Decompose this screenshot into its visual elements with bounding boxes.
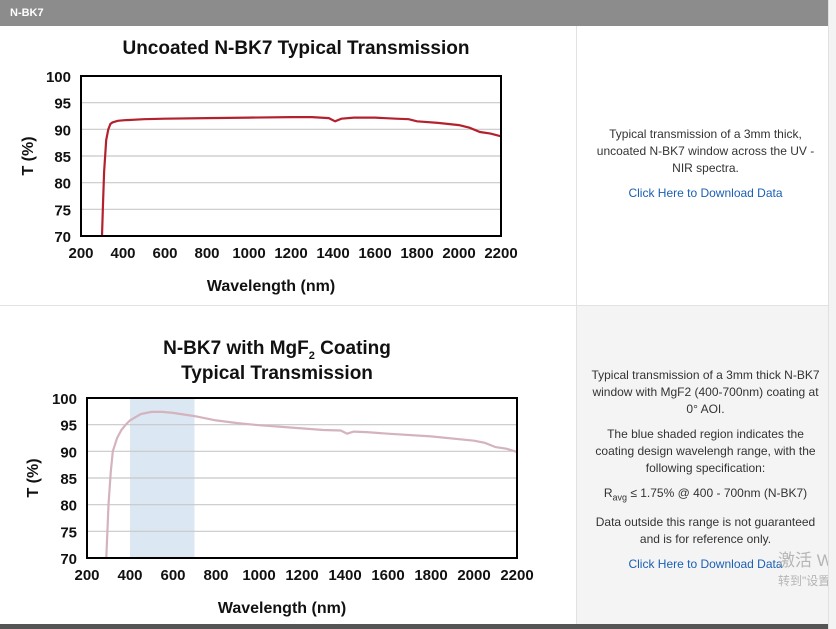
x-tick-label: 1400 xyxy=(316,245,349,262)
description-cell: Typical transmission of a 3mm thick N-BK… xyxy=(576,306,828,625)
x-tick-label: 800 xyxy=(194,245,219,262)
x-tick-label: 600 xyxy=(152,245,177,262)
y-tick-label: 80 xyxy=(60,498,77,515)
y-tick-label: 95 xyxy=(60,418,77,435)
y-tick-label: 80 xyxy=(54,176,71,193)
product-row-mgf2: N-BK7 with MgF2 Coating Typical Transmiss… xyxy=(0,306,828,626)
y-tick-label: 70 xyxy=(60,551,77,568)
y-tick-label: 95 xyxy=(54,96,71,113)
y-tick-label: 100 xyxy=(52,391,77,408)
x-tick-label: 2200 xyxy=(500,567,533,584)
y-tick-label: 85 xyxy=(60,471,77,488)
y-tick-label: 85 xyxy=(54,149,71,166)
chart-title: N-BK7 with MgF2 Coating xyxy=(163,338,391,362)
x-tick-label: 800 xyxy=(203,567,228,584)
download-data-link[interactable]: Click Here to Download Data xyxy=(628,557,783,572)
x-tick-label: 400 xyxy=(110,245,135,262)
chart-cell: Uncoated N-BK7 Typical Transmission 70 75 8… xyxy=(0,26,576,305)
x-tick-label: 1600 xyxy=(358,245,391,262)
y-axis-label: T (%) xyxy=(25,458,42,497)
product-row-uncoated: Uncoated N-BK7 Typical Transmission 70 75 8… xyxy=(0,26,828,306)
x-tick-label: 1800 xyxy=(400,245,433,262)
x-tick-label: 400 xyxy=(117,567,142,584)
y-tick-label: 100 xyxy=(46,69,71,86)
download-data-link[interactable]: Click Here to Download Data xyxy=(628,186,783,200)
shade-note-text: The blue shaded region indicates the coa… xyxy=(595,427,816,475)
transmission-line xyxy=(105,410,518,559)
section-header: N-BK7 xyxy=(0,0,828,26)
activation-watermark: 激活 W xyxy=(778,551,833,570)
y-tick-label: 90 xyxy=(54,122,71,139)
chart-cell: N-BK7 with MgF2 Coating Typical Transmiss… xyxy=(0,306,576,625)
x-tick-label: 200 xyxy=(74,567,99,584)
y-tick-label: 70 xyxy=(54,229,71,246)
description-text: Typical transmission of a 3mm thick, unc… xyxy=(596,127,815,175)
plot-frame xyxy=(80,75,502,237)
x-tick-label: 1200 xyxy=(274,245,307,262)
section-title: N-BK7 xyxy=(10,7,44,19)
x-tick-label: 1200 xyxy=(285,567,318,584)
y-axis-label: T (%) xyxy=(20,136,37,175)
plot-frame xyxy=(86,397,518,559)
transmission-line xyxy=(100,116,502,237)
x-tick-label: 2000 xyxy=(442,245,475,262)
x-axis-label: Wavelength (nm) xyxy=(207,278,335,295)
scrollbar[interactable] xyxy=(828,0,836,629)
description-cell: Typical transmission of a 3mm thick, unc… xyxy=(576,26,828,305)
x-tick-label: 2200 xyxy=(484,245,517,262)
x-tick-label: 1800 xyxy=(414,567,447,584)
x-axis-label: Wavelength (nm) xyxy=(218,600,346,617)
y-tick-label: 75 xyxy=(54,202,71,219)
chart-title: Uncoated N-BK7 Typical Transmission xyxy=(122,38,469,59)
x-tick-label: 1400 xyxy=(328,567,361,584)
bottom-bar xyxy=(0,624,828,629)
x-tick-label: 1000 xyxy=(232,245,265,262)
transmission-chart-uncoated: Uncoated N-BK7 Typical Transmission 70 75 8… xyxy=(20,38,518,295)
x-tick-label: 200 xyxy=(68,245,93,262)
x-tick-label: 1000 xyxy=(242,567,275,584)
y-tick-label: 90 xyxy=(60,444,77,461)
disclaimer-text: Data outside this range is not guarantee… xyxy=(595,515,816,547)
activation-watermark-sub: 转到"设置 xyxy=(778,574,831,588)
y-tick-label: 75 xyxy=(60,524,77,541)
chart-title-line2: Typical Transmission xyxy=(181,363,373,384)
description-text: Typical transmission of a 3mm thick N-BK… xyxy=(591,368,820,416)
x-tick-label: 2000 xyxy=(457,567,490,584)
x-tick-label: 1600 xyxy=(371,567,404,584)
x-tick-label: 600 xyxy=(160,567,185,584)
spec-text: Ravg ≤ 1.75% @ 400 - 700nm (N-BK7) xyxy=(603,486,808,503)
